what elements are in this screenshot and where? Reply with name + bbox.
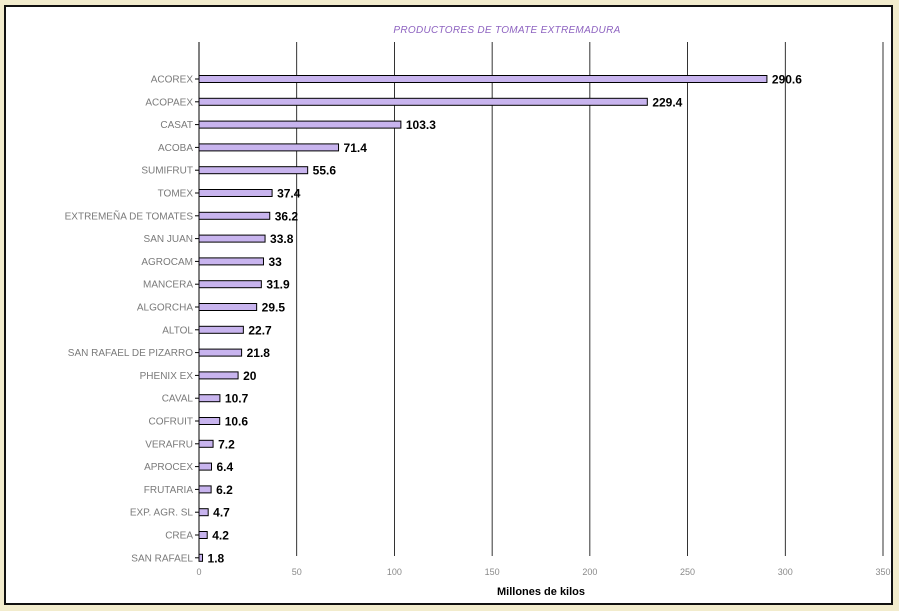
bar: [198, 280, 262, 289]
category-label: ACOPAEX: [145, 97, 193, 108]
category-label: CASAT: [160, 120, 193, 131]
bar: [198, 75, 768, 83]
bar: [198, 325, 244, 334]
x-tick-label: 250: [680, 567, 695, 577]
bar: [198, 234, 266, 243]
bar: [198, 257, 264, 266]
category-label: MANCERA: [143, 280, 193, 291]
value-label: 55.6: [313, 164, 337, 178]
bar: [198, 485, 212, 494]
value-label: 10.7: [225, 392, 249, 406]
bar: [198, 508, 209, 517]
x-tick-label: 0: [196, 567, 201, 577]
bars: [195, 75, 768, 562]
bar: [198, 371, 239, 380]
value-label: 6.2: [216, 483, 233, 497]
bar: [198, 462, 213, 471]
value-label: 31.9: [266, 278, 290, 292]
value-label: 37.4: [277, 187, 301, 201]
bar: [198, 531, 208, 539]
value-label: 6.4: [217, 460, 234, 474]
value-label: 10.6: [225, 415, 249, 429]
value-label: 22.7: [248, 323, 272, 337]
value-label: 290.6: [772, 73, 802, 87]
bar: [198, 120, 402, 129]
bar: [198, 211, 271, 220]
bar: [198, 189, 273, 197]
category-label: FRUTARIA: [144, 485, 194, 496]
category-label: ALTOL: [162, 325, 193, 336]
value-label: 33.8: [270, 232, 294, 246]
value-label: 7.2: [218, 437, 235, 451]
bar: [198, 553, 204, 562]
value-label: 21.8: [247, 346, 271, 360]
category-label: CREA: [165, 531, 193, 542]
category-label: PHENIX EX: [140, 371, 194, 382]
category-label: SAN RAFAEL: [131, 553, 193, 564]
value-label: 36.2: [275, 209, 299, 223]
gridlines: [296, 42, 884, 556]
category-label: SAN JUAN: [144, 234, 193, 245]
category-label: EXP. AGR. SL: [130, 508, 194, 519]
x-tick-label: 50: [292, 567, 302, 577]
bar: [198, 143, 340, 152]
x-tick-label: 100: [387, 567, 402, 577]
bar: [198, 97, 648, 106]
value-label: 33: [268, 255, 282, 269]
category-label: ACOBA: [158, 143, 193, 154]
value-label: 4.2: [212, 529, 229, 543]
bar: [198, 417, 221, 425]
x-tick-label: 350: [875, 567, 890, 577]
category-label: TOMEX: [158, 189, 194, 200]
bar: [198, 439, 214, 448]
bar: [198, 166, 309, 175]
x-tick-labels: 0 50 100 150 200 250 300 350: [196, 567, 890, 577]
category-label: CAVAL: [162, 394, 194, 405]
category-label: AGROCAM: [141, 257, 193, 268]
value-label: 29.5: [262, 301, 286, 315]
value-label: 71.4: [344, 141, 368, 155]
value-label: 229.4: [652, 95, 682, 109]
value-label: 20: [243, 369, 257, 383]
bar: [198, 394, 221, 403]
bar: [198, 348, 243, 357]
value-label: 4.7: [213, 506, 230, 520]
category-label: ACOREX: [151, 75, 194, 86]
category-label: EXTREMEÑA DE TOMATES: [65, 209, 194, 222]
category-label: SAN RAFAEL DE PIZARRO: [68, 348, 193, 359]
value-label: 103.3: [406, 118, 436, 132]
x-tick-label: 200: [582, 567, 597, 577]
x-tick-label: 150: [485, 567, 500, 577]
bar: [198, 303, 258, 311]
x-axis-label: Millones de kilos: [497, 586, 585, 598]
chart-title: PRODUCTORES DE TOMATE EXTREMADURA: [393, 25, 620, 36]
category-label: VERAFRU: [145, 439, 193, 450]
x-tick-label: 300: [778, 567, 793, 577]
category-label: COFRUIT: [149, 417, 193, 428]
value-label: 1.8: [208, 551, 225, 565]
category-label: ALGORCHA: [137, 303, 193, 314]
category-label: SUMIFRUT: [141, 166, 193, 177]
value-labels: 290.6 229.4 103.3 71.4 55.6 37.4 36.2 33.8 33 31.…: [208, 73, 803, 566]
category-label: APROCEX: [144, 462, 193, 473]
category-labels: ACOREX ACOPAEX CASAT ACOBA SUMIFRUT TOMEX EXTR…: [65, 75, 194, 565]
